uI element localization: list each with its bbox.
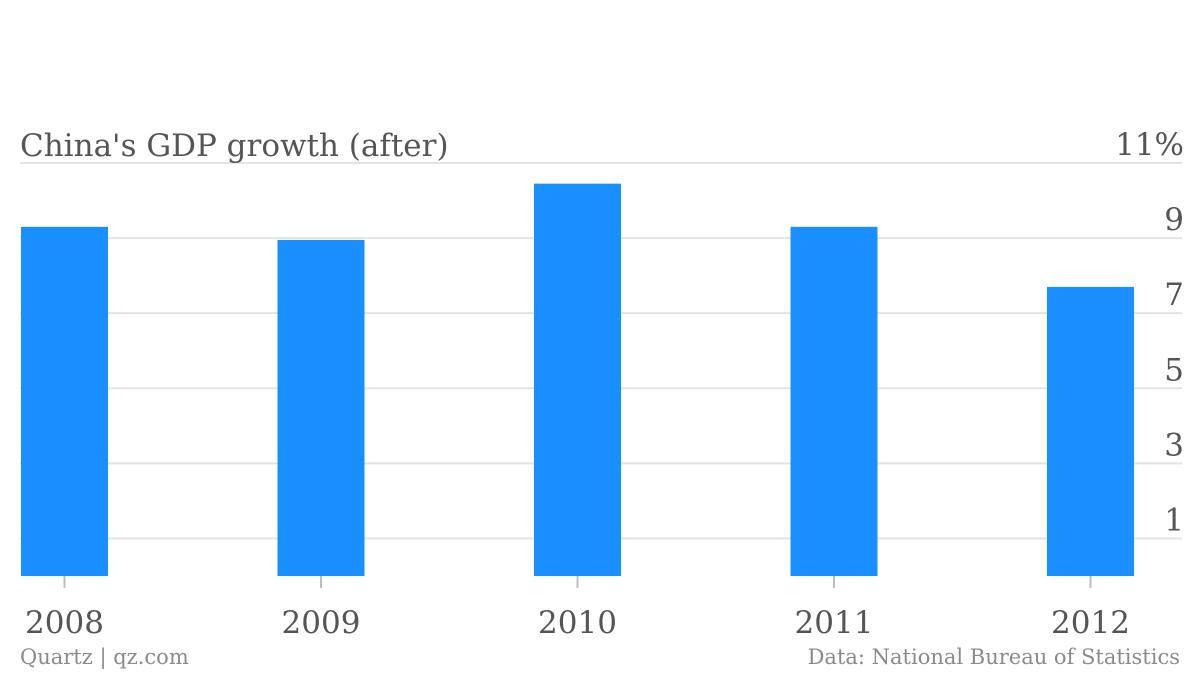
chart-title: China's GDP growth (after) (20, 128, 449, 164)
y-tick-label: 11% (1115, 127, 1184, 163)
x-axis-ticks: 2008 2009 2010 2011 2012 (25, 576, 1130, 641)
y-tick-label: 9 (1164, 202, 1184, 238)
x-tick-label: 2010 (538, 605, 617, 641)
y-tick-label: 3 (1164, 427, 1184, 463)
y-axis-ticks: 1 3 5 7 9 11% (1115, 127, 1184, 538)
source-credit: Quartz | qz.com (20, 645, 189, 669)
data-source: Data: National Bureau of Statistics (807, 645, 1180, 669)
bar-2012 (1047, 286, 1134, 576)
x-tick-label: 2009 (282, 605, 361, 641)
y-tick-label: 7 (1164, 277, 1184, 313)
bar-2010 (534, 183, 621, 576)
x-tick-label: 2011 (795, 605, 874, 641)
y-tick-label: 1 (1164, 502, 1184, 538)
bar-2011 (790, 226, 878, 576)
bars (21, 183, 1134, 576)
bar-2008 (21, 226, 108, 576)
y-tick-label: 5 (1164, 352, 1184, 388)
x-tick-label: 2008 (25, 605, 104, 641)
x-tick-label: 2012 (1051, 605, 1130, 641)
bar-2009 (277, 239, 365, 576)
